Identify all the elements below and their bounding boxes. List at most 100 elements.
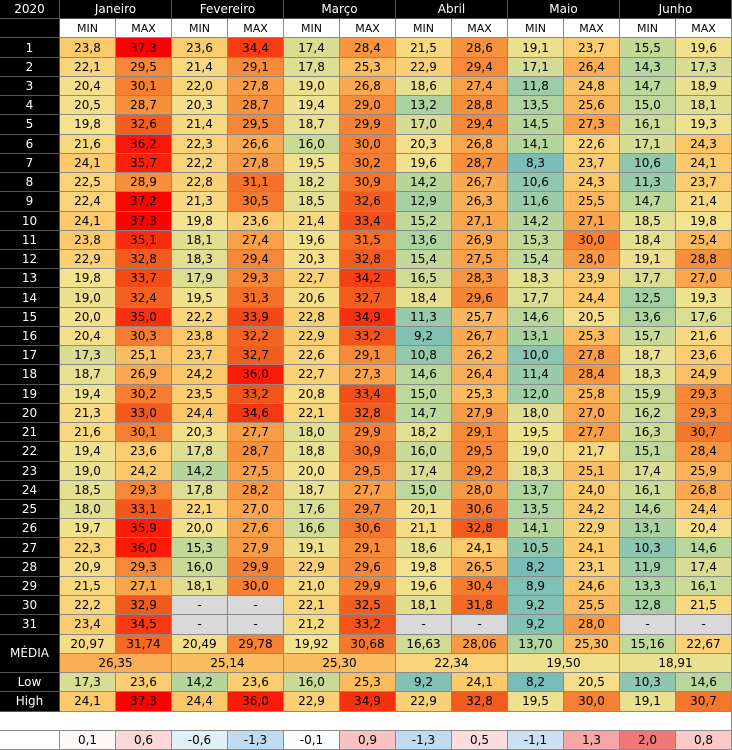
day-label: 7 xyxy=(0,153,60,174)
temp-cell: 22,6 xyxy=(284,346,340,366)
temp-cell: 19,3 xyxy=(676,288,732,308)
temp-cell: 18,6 xyxy=(396,76,452,97)
temp-cell: 23,1 xyxy=(564,557,620,577)
temp-cell: 17,8 xyxy=(172,442,228,462)
low-label: Low xyxy=(0,673,60,693)
temp-cell: 20,3 xyxy=(284,250,340,270)
temp-cell: - xyxy=(452,615,508,635)
media-label: MÉDIA xyxy=(0,634,60,674)
temp-cell: 17,7 xyxy=(508,288,564,308)
temp-cell: 26,6 xyxy=(228,134,284,154)
temp-cell: 29,3 xyxy=(676,403,732,424)
temp-cell: 32,8 xyxy=(116,250,172,270)
temp-cell: 9,2 xyxy=(508,596,564,616)
temp-cell: 25,5 xyxy=(564,192,620,212)
day-label: 31 xyxy=(0,615,60,635)
temp-cell: 19,1 xyxy=(508,38,564,58)
temp-cell: 8,3 xyxy=(508,153,564,174)
temp-cell: 11,9 xyxy=(620,557,676,577)
temp-cell: 19,6 xyxy=(284,230,340,250)
temp-cell: 29,5 xyxy=(340,461,396,481)
temp-cell: 16,2 xyxy=(620,403,676,424)
temp-cell: 25,3 xyxy=(452,384,508,404)
temp-cell: 18,0 xyxy=(508,403,564,424)
temp-cell: 21,6 xyxy=(60,134,116,154)
temp-cell: 22,7 xyxy=(284,269,340,289)
temp-cell: 28,0 xyxy=(452,480,508,500)
temp-cell: 19,4 xyxy=(60,442,116,462)
temp-cell: 27,5 xyxy=(228,461,284,481)
temp-cell: 20,3 xyxy=(172,96,228,116)
temp-cell: 10,6 xyxy=(620,153,676,174)
temp-cell: 19,8 xyxy=(60,115,116,135)
temp-cell: 28,4 xyxy=(340,38,396,58)
temp-cell: 28,2 xyxy=(228,480,284,500)
temp-cell: 27,5 xyxy=(452,250,508,270)
sub-header: MAX xyxy=(452,19,508,39)
temp-cell: 32,8 xyxy=(452,519,508,539)
temp-cell: 27,7 xyxy=(340,480,396,500)
low-cell: 23,6 xyxy=(116,673,172,693)
day-label: 9 xyxy=(0,192,60,212)
day-label: 27 xyxy=(0,538,60,558)
temp-cell: 24,4 xyxy=(564,288,620,308)
temp-cell: 16,0 xyxy=(284,134,340,154)
month-average: 25,30 xyxy=(284,653,396,674)
temp-cell: 30,0 xyxy=(340,134,396,154)
temp-cell: 18,3 xyxy=(508,269,564,289)
temp-cell: 22,4 xyxy=(60,192,116,212)
temp-cell: 18,1 xyxy=(172,230,228,250)
temp-cell: 36,0 xyxy=(116,538,172,558)
temp-cell: 29,7 xyxy=(340,500,396,520)
temp-cell: 19,6 xyxy=(676,38,732,58)
temp-cell: 15,4 xyxy=(508,250,564,270)
temp-cell: 23,7 xyxy=(564,153,620,174)
temp-cell: 25,1 xyxy=(116,346,172,366)
temp-cell: 23,8 xyxy=(172,326,228,347)
temp-cell: 37,3 xyxy=(116,38,172,58)
temp-cell: 24,1 xyxy=(60,153,116,174)
temp-cell: 27,4 xyxy=(452,76,508,97)
temp-cell: 15,0 xyxy=(396,480,452,500)
sub-header: MAX xyxy=(340,19,396,39)
temp-cell: 14,3 xyxy=(620,57,676,77)
temp-cell: 29,4 xyxy=(452,115,508,135)
high-cell: 22,9 xyxy=(284,692,340,712)
temp-cell: 26,8 xyxy=(676,480,732,500)
low-cell: 25,3 xyxy=(340,673,396,693)
temp-cell: 16,6 xyxy=(284,519,340,539)
delta-cell: -1,3 xyxy=(396,730,452,750)
temp-cell: 14,2 xyxy=(172,461,228,481)
temp-cell: 22,9 xyxy=(60,250,116,270)
temp-cell: 14,1 xyxy=(508,519,564,539)
media-cell: 15,16 xyxy=(620,634,676,654)
delta-cell: -0,6 xyxy=(172,730,228,750)
temp-cell: 20,0 xyxy=(60,307,116,327)
temp-cell: 31,8 xyxy=(452,596,508,616)
temp-cell: 17,3 xyxy=(676,57,732,77)
low-cell: 14,6 xyxy=(676,673,732,693)
day-label: 2 xyxy=(0,57,60,77)
temp-cell: 18,6 xyxy=(396,538,452,558)
temp-cell: 30,9 xyxy=(340,173,396,193)
month-average: 18,91 xyxy=(620,653,732,674)
temp-cell: 19,4 xyxy=(284,96,340,116)
temp-cell: 10,8 xyxy=(396,346,452,366)
day-label: 12 xyxy=(0,250,60,270)
day-label: 10 xyxy=(0,211,60,231)
temp-cell: 16,1 xyxy=(620,480,676,500)
temp-cell: 33,1 xyxy=(116,500,172,520)
temp-cell: 14,7 xyxy=(396,403,452,424)
month-header: Fevereiro xyxy=(172,0,284,20)
temp-cell: 24,3 xyxy=(676,134,732,154)
day-label: 3 xyxy=(0,76,60,97)
temp-cell: 28,7 xyxy=(116,96,172,116)
temp-cell: 32,6 xyxy=(116,115,172,135)
temp-cell: - xyxy=(228,615,284,635)
sub-header: MAX xyxy=(564,19,620,39)
day-label: 30 xyxy=(0,596,60,616)
temp-cell: 14,2 xyxy=(508,211,564,231)
temp-cell: 30,2 xyxy=(340,153,396,174)
temp-cell: 30,3 xyxy=(116,326,172,347)
temp-cell: 28,0 xyxy=(564,615,620,635)
